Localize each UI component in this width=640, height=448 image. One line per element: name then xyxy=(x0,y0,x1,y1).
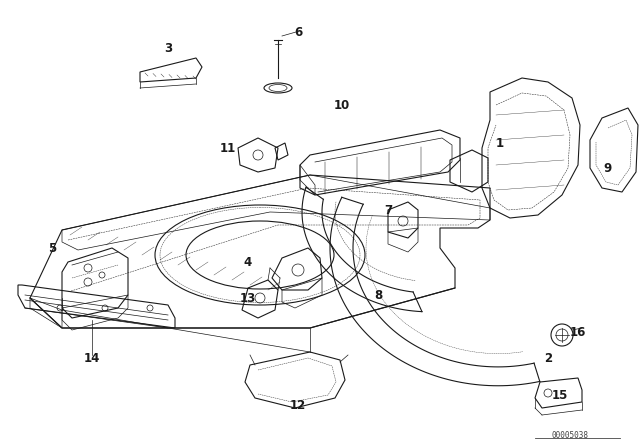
Text: 00005038: 00005038 xyxy=(552,431,589,439)
Text: 12: 12 xyxy=(290,399,306,412)
Text: 1: 1 xyxy=(496,137,504,150)
Text: 10: 10 xyxy=(334,99,350,112)
Text: 4: 4 xyxy=(244,255,252,268)
Text: 14: 14 xyxy=(84,352,100,365)
Text: 15: 15 xyxy=(552,388,568,401)
Text: 11: 11 xyxy=(220,142,236,155)
Text: 8: 8 xyxy=(374,289,382,302)
Text: 5: 5 xyxy=(48,241,56,254)
Text: 16: 16 xyxy=(570,326,586,339)
Text: 6: 6 xyxy=(294,26,302,39)
Text: 13: 13 xyxy=(240,292,256,305)
Text: 7: 7 xyxy=(384,203,392,216)
Text: 9: 9 xyxy=(604,161,612,175)
Text: 2: 2 xyxy=(544,352,552,365)
Text: 3: 3 xyxy=(164,42,172,55)
